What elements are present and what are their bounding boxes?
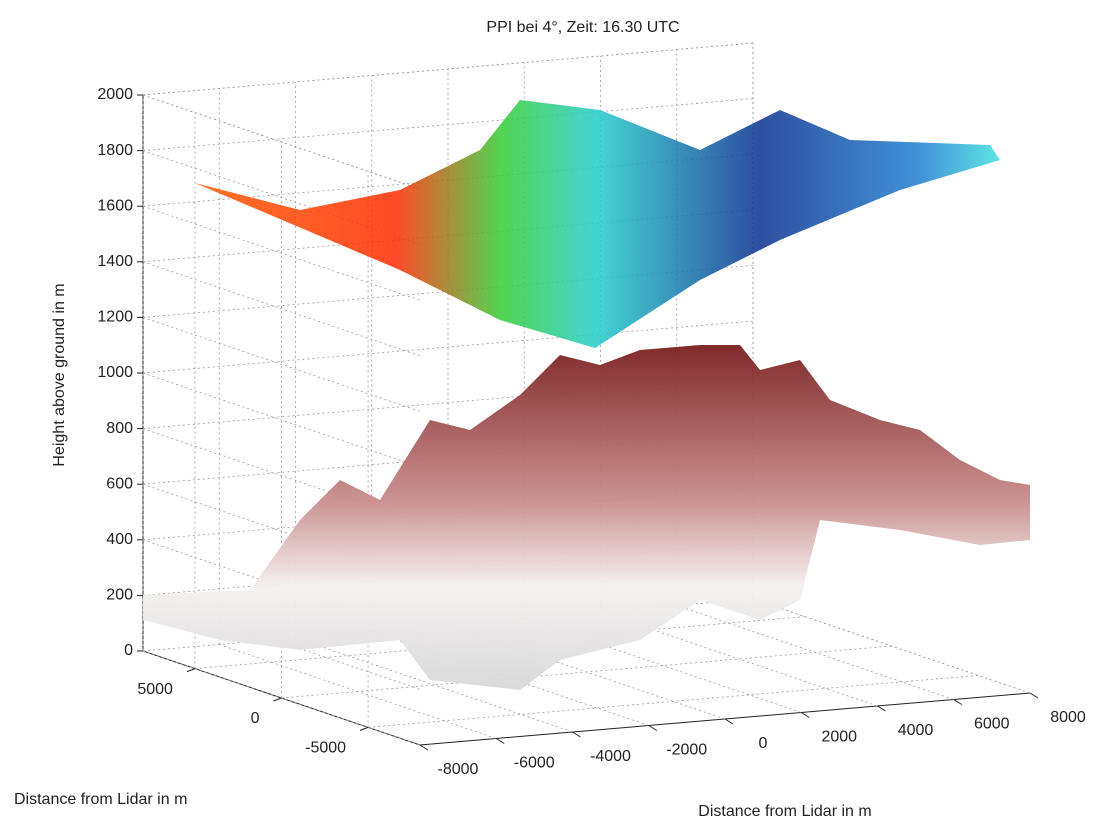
y-axis-label: Distance from Lidar in m	[14, 791, 187, 808]
z-tick-label: 1600	[97, 197, 133, 214]
chart-title: PPI bei 4°, Zeit: 16.30 UTC	[486, 19, 679, 36]
z-tick-label: 1800	[97, 142, 133, 159]
x-tick-label: -2000	[666, 742, 707, 759]
y-tick	[359, 726, 369, 731]
x-tick	[648, 725, 658, 731]
z-tick-label: 400	[106, 531, 133, 548]
z-tick-label: 1400	[97, 253, 133, 270]
x-tick-label: 8000	[1050, 709, 1086, 726]
grid-line	[142, 320, 754, 374]
x-tick-label: 0	[759, 735, 768, 752]
z-axis-label: Height above ground in m	[51, 283, 68, 466]
grid-line	[142, 372, 421, 468]
grid-line	[142, 261, 421, 357]
x-tick-label: -8000	[438, 761, 479, 778]
x-tick-label: -4000	[590, 748, 631, 765]
z-tick-label: 1000	[97, 364, 133, 381]
grid-line	[752, 598, 1031, 694]
terrain-surface	[143, 345, 1030, 690]
grid-line	[142, 205, 421, 301]
x-tick	[953, 699, 963, 705]
x-axis-label: Distance from Lidar in m	[698, 803, 871, 820]
grid-line	[368, 674, 979, 728]
x-tick	[572, 731, 581, 738]
x-tick	[1029, 692, 1039, 699]
grid-line	[295, 637, 573, 733]
y-tick-label: 0	[251, 710, 260, 727]
x-tick-label: 6000	[974, 716, 1010, 733]
grid-line	[281, 645, 892, 699]
x-tick-label: -6000	[514, 755, 555, 772]
y-tick-label: -5000	[305, 740, 346, 757]
z-tick-label: 600	[106, 475, 133, 492]
grid-line	[142, 317, 421, 412]
x-tick-label: 2000	[821, 729, 857, 746]
x-tick	[495, 738, 505, 744]
grid-line	[142, 428, 421, 523]
x-tick	[724, 718, 734, 725]
grid-line	[600, 611, 878, 707]
z-tick-label: 2000	[97, 86, 133, 103]
scan-fan	[195, 100, 1000, 348]
y-tick-label: 5000	[137, 681, 173, 698]
x-tick	[800, 712, 810, 718]
grid-line	[524, 618, 802, 713]
z-tick-label: 800	[106, 420, 133, 437]
x-tick	[877, 705, 886, 712]
z-tick-label: 1200	[97, 309, 133, 326]
x-tick-label: 4000	[898, 722, 934, 739]
z-tick-label: 200	[106, 587, 133, 604]
y-tick	[186, 668, 196, 673]
z-tick-label: 0	[124, 642, 133, 659]
y-tick	[273, 697, 282, 702]
x-tick	[419, 744, 429, 751]
